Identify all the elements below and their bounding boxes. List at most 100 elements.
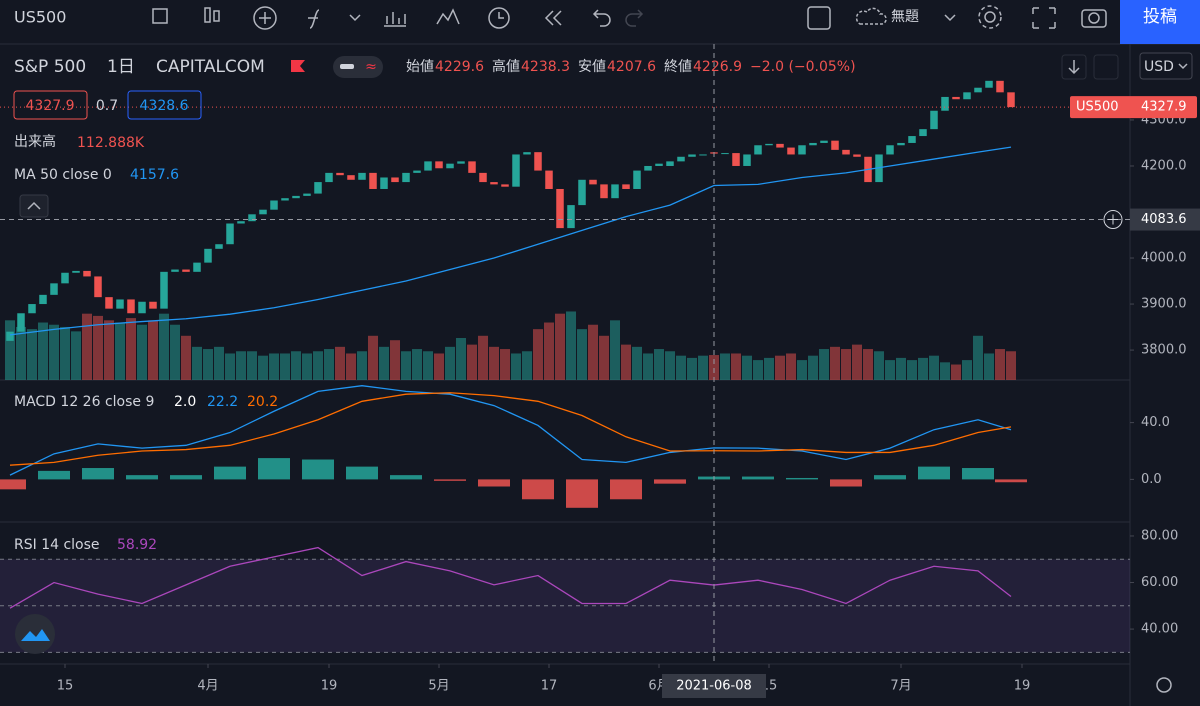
volume-bar [346,353,356,380]
candle-body [545,170,553,189]
currency-caret [1178,63,1188,70]
ma-label: MA 50 close 0 [14,167,112,183]
candle-body [72,270,80,273]
volume-bar [687,357,697,380]
legend-source: CAPITALCOM [156,57,265,77]
candle-body [402,172,410,183]
scroll-button[interactable] [1061,54,1087,80]
toolbar-icons[interactable] [152,5,1107,30]
candle-body [28,304,36,314]
candle-body [842,149,850,155]
ask-box[interactable] [127,90,202,120]
volume-bar [852,344,862,380]
volume-bar [720,353,730,380]
candle-body [116,299,124,309]
macd-hist-bar [82,468,114,480]
volume-bar [698,355,708,380]
macd-hist-bar [258,458,290,480]
layout-name[interactable]: 無題 [891,9,919,25]
last-price-tag [1070,96,1197,119]
volume-bar [808,355,818,380]
publish-label[interactable]: 投稿 [1143,7,1177,27]
macd-label: MACD 12 26 close 9 [14,394,154,410]
volume-bar [192,346,202,380]
volume-bar [764,357,774,380]
candle-body [237,221,245,224]
x-tick-label: 19 [1014,679,1031,694]
candle-body [754,145,762,155]
macd-hist-bar [38,470,70,480]
volume-bar [357,351,367,380]
y-tick-label: 60.00 [1141,575,1178,590]
candle-body [534,152,542,171]
volume-bar [599,335,609,380]
ohlc-label: 高値 [492,58,520,75]
volume-bar [643,353,653,380]
ask[interactable]: 4328.6 [140,98,189,114]
volume-bar [324,349,334,380]
volume-bar [951,364,961,380]
volume-bar [1006,351,1016,380]
macd-hist-bar [478,479,510,487]
volume-bar [566,311,576,380]
flag-icon[interactable] [291,60,305,72]
volume-bar [610,320,620,380]
y-tick-label: 40.0 [1141,415,1170,430]
plot: 4300.04200.04000.03900.03800.040.00.080.… [0,44,1200,698]
candle-body [292,195,300,199]
volume-bar [236,351,246,380]
volume-label: 出来高 [14,133,56,150]
volume-bar [632,346,642,380]
reset-button[interactable] [1093,54,1119,80]
candle-body [963,92,971,100]
volume-bar [60,326,70,380]
y-tick-label: 3800.0 [1141,343,1187,358]
macd-hist-bar [434,479,466,481]
volume-bar [841,349,851,380]
settings-icon[interactable] [1156,677,1172,693]
currency-box[interactable] [1139,52,1193,80]
volume-bar [962,360,972,380]
collapse-button[interactable] [19,194,49,218]
candle-body [556,188,564,229]
candle-body [61,272,69,284]
macd-hist-bar [874,475,906,480]
y-tick-label: 80.00 [1141,528,1178,543]
add-alert-button[interactable] [1103,210,1123,230]
logo[interactable] [15,614,55,654]
candle-body [622,184,630,189]
volume-bar [16,326,26,380]
publish-button[interactable] [1120,0,1200,44]
ma-value: 4157.6 [130,167,179,183]
rsi-label: RSI 14 close [14,537,100,553]
currency[interactable]: USD [1144,59,1174,75]
candle-body [655,163,663,166]
volume-bar [665,351,675,380]
signal-line [9,392,1012,466]
change: −2.0 (−0.05%) [750,59,856,75]
y-tick-label: 4000.0 [1141,251,1187,266]
macd-line [9,385,1012,476]
x-tick-label: 15 [57,679,74,694]
symbol-search[interactable]: US500 [14,8,66,27]
volume-bar [973,335,983,380]
volume-bar [544,322,554,380]
bid-box[interactable] [13,90,88,120]
candle-body [798,145,806,155]
ma-line [9,146,1012,336]
candle-body [688,154,696,157]
candle-body [17,313,25,332]
legend-name: S&P 500 [14,57,86,77]
volume-bar [786,353,796,380]
candle-body [314,182,322,194]
volume-bar [797,360,807,380]
volume-bar [918,357,928,380]
bid[interactable]: 4327.9 [26,98,75,114]
cross-price-tag [1130,208,1200,231]
indicator-toggle[interactable] [333,56,383,78]
candle-body [611,184,619,199]
volume-bar [159,313,169,380]
y-tick-label: 4200.0 [1141,158,1187,173]
add-alert-icon [1108,214,1118,225]
